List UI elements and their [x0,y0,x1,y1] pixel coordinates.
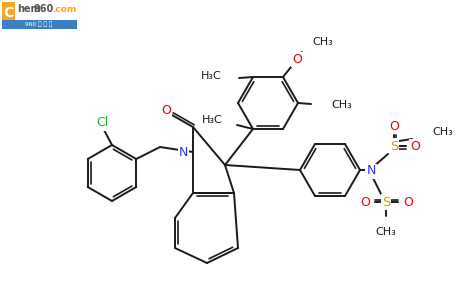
Text: CH₃: CH₃ [432,127,453,137]
Text: C: C [3,6,13,20]
Text: H₃C: H₃C [202,115,223,125]
Text: O: O [389,120,399,132]
Bar [2,20,77,29]
Text: O: O [161,103,171,117]
Text: CH₃: CH₃ [331,100,352,110]
Text: hem: hem [17,4,41,14]
Text: 960 化 工 网: 960 化 工 网 [26,22,53,27]
Text: .com: .com [52,4,76,13]
Text: O: O [292,52,302,66]
Text: H₃C: H₃C [201,71,222,81]
Text: N: N [179,146,188,159]
Text: N: N [366,164,376,178]
Text: O: O [410,139,420,152]
Text: O: O [360,195,370,209]
Text: Cl: Cl [96,117,108,130]
Text: 960: 960 [34,4,54,14]
Text: S: S [382,195,390,209]
Text: S: S [390,139,398,152]
Text: CH₃: CH₃ [375,227,396,237]
Bar [2,2,15,24]
Text: O: O [403,195,413,209]
Text: CH₃: CH₃ [312,37,333,47]
